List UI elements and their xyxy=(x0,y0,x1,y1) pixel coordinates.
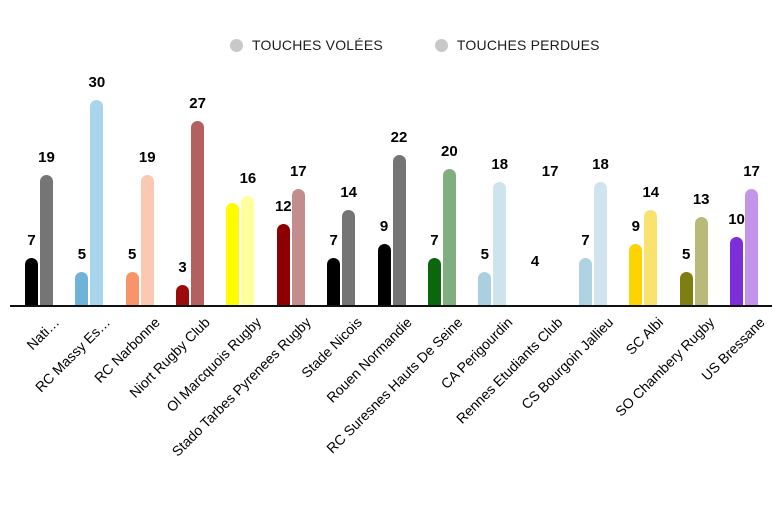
chart-legend: TOUCHES VOLÉES TOUCHES PERDUES xyxy=(230,37,600,53)
value-label: 9 xyxy=(379,218,389,236)
value-label: 18 xyxy=(491,156,509,174)
legend-label-perdues: TOUCHES PERDUES xyxy=(456,37,600,53)
value-label: 3 xyxy=(178,259,187,277)
bar-touches-volees[interactable] xyxy=(75,271,89,306)
value-label: 13 xyxy=(692,190,710,208)
bar-touches-volees[interactable] xyxy=(25,257,38,306)
bar-touches-volees[interactable] xyxy=(578,257,592,306)
category-label: Nati… xyxy=(23,314,63,353)
value-label: 7 xyxy=(329,231,338,249)
bar-touches-perdues[interactable] xyxy=(593,182,607,306)
bar-touches-volees[interactable] xyxy=(327,257,341,306)
value-label: 18 xyxy=(592,156,609,174)
bar-touches-perdues[interactable] xyxy=(241,196,255,306)
value-label: 22 xyxy=(390,128,408,146)
value-label: 10 xyxy=(728,211,745,229)
bar-touches-volees[interactable] xyxy=(276,223,290,306)
value-label: 5 xyxy=(480,245,489,263)
bar-touches-volees[interactable] xyxy=(478,271,492,306)
value-label: 16 xyxy=(239,170,257,188)
value-label: 7 xyxy=(27,231,36,249)
value-label: 19 xyxy=(138,149,156,167)
legend-marker-icon xyxy=(230,38,243,52)
x-axis-line xyxy=(10,305,772,307)
category-label: Rouen Normandie xyxy=(323,314,415,406)
bar-touches-perdues[interactable] xyxy=(644,209,658,306)
value-label: 19 xyxy=(38,149,55,167)
bar-touches-volees[interactable] xyxy=(427,257,441,306)
bar-touches-perdues[interactable] xyxy=(40,175,53,306)
bar-touches-perdues[interactable] xyxy=(140,175,154,306)
plot-area: 7 19 5 30 5 19 3 27 16 12 17 7 14 9 22 7 20 5 18 4 17 7 18 9 14 5… xyxy=(25,73,760,306)
bar-touches-perdues[interactable] xyxy=(90,99,104,306)
value-label: 7 xyxy=(430,231,439,249)
value-label: 7 xyxy=(581,231,590,249)
legend-item-touches-volees[interactable]: TOUCHES VOLÉES xyxy=(230,37,383,53)
bar-touches-perdues[interactable] xyxy=(342,209,356,306)
bar-touches-volees[interactable] xyxy=(528,278,542,306)
bar-touches-volees[interactable] xyxy=(629,244,643,306)
legend-label-volees: TOUCHES VOLÉES xyxy=(252,37,383,53)
value-label: 17 xyxy=(289,163,307,181)
value-label: 4 xyxy=(530,252,540,270)
category-label: SC Albi xyxy=(622,314,667,358)
bar-touches-perdues[interactable] xyxy=(442,168,456,306)
bar-touches-perdues[interactable] xyxy=(291,189,305,306)
bar-touches-perdues[interactable] xyxy=(392,154,406,306)
bar-touches-volees[interactable] xyxy=(226,202,240,306)
legend-item-touches-perdues[interactable]: TOUCHES PERDUES xyxy=(434,37,600,53)
bar-touches-perdues[interactable] xyxy=(543,189,557,306)
value-label: 5 xyxy=(128,245,137,263)
category-label: SO Chambery Rugby xyxy=(611,314,718,420)
value-label: 14 xyxy=(340,183,357,201)
bar-touches-volees[interactable] xyxy=(176,285,190,306)
value-label: 14 xyxy=(642,183,660,201)
value-label: 27 xyxy=(189,94,206,112)
value-label: 17 xyxy=(541,163,559,181)
value-label: 30 xyxy=(88,73,106,91)
value-label: 9 xyxy=(631,218,640,236)
bar-touches-volees[interactable] xyxy=(679,271,693,306)
value-label: 12 xyxy=(274,197,292,215)
bar-touches-volees[interactable] xyxy=(125,271,139,306)
bar-touches-perdues[interactable] xyxy=(191,120,205,306)
bar-touches-volees[interactable] xyxy=(730,237,744,306)
category-label: CS Bourgoin Jallieu xyxy=(518,314,617,413)
value-label: 17 xyxy=(743,163,760,181)
bar-touches-perdues[interactable] xyxy=(493,182,507,306)
value-label: 5 xyxy=(682,245,691,263)
category-label: Ol Marcquois Rugby xyxy=(162,314,264,415)
bar-touches-perdues[interactable] xyxy=(745,189,759,306)
legend-marker-icon xyxy=(434,38,448,52)
value-label: 5 xyxy=(77,245,87,263)
bar-touches-perdues[interactable] xyxy=(694,216,708,306)
value-label: 20 xyxy=(441,142,458,160)
bar-touches-volees[interactable] xyxy=(377,244,391,306)
